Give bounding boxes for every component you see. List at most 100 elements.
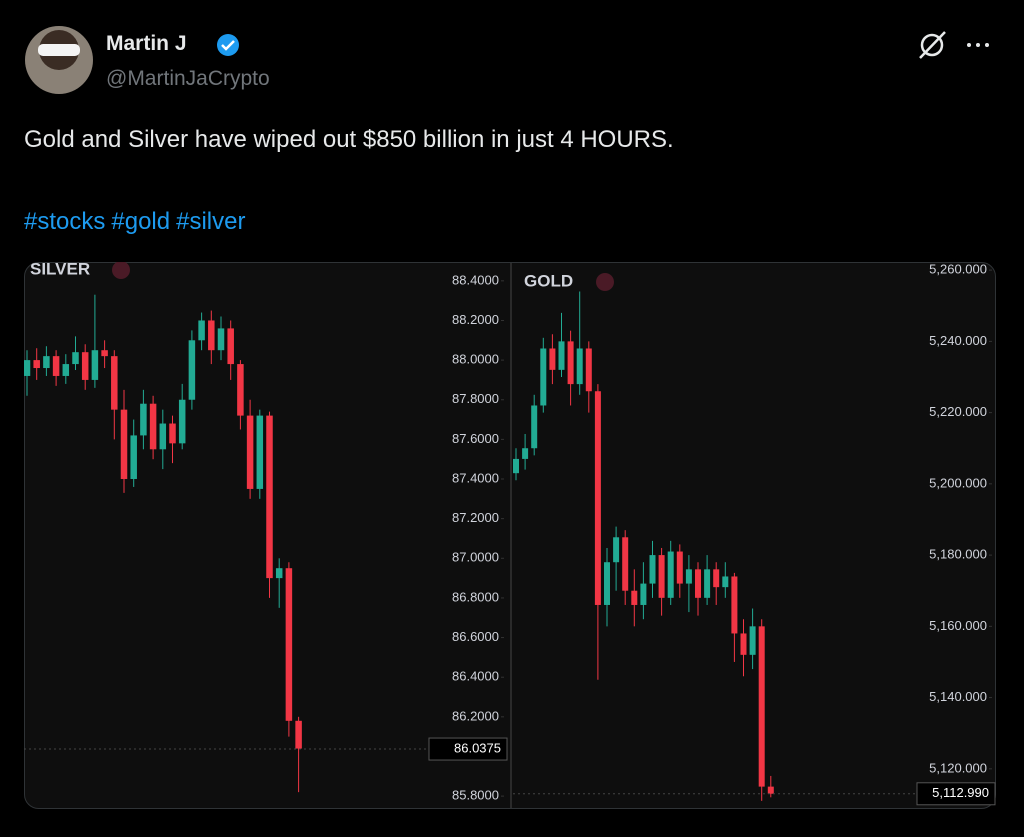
last-price-label: 5,112.990	[932, 785, 989, 800]
candle-body	[140, 403, 147, 436]
candle-body	[43, 356, 50, 369]
y-tick-label: 86.4000	[452, 669, 499, 684]
candle-body	[256, 415, 264, 489]
chart-image: SILVER 88.4000 88.2000 88.0000 87.8000 87.600…	[24, 262, 996, 809]
candle-body	[285, 568, 293, 721]
more-icon[interactable]	[967, 43, 989, 47]
chart-title: SILVER	[30, 262, 90, 278]
candle-body	[667, 551, 674, 598]
candle-body	[713, 569, 720, 588]
y-tick-label: 85.8000	[452, 788, 499, 803]
candle-body	[217, 328, 225, 351]
indicator-chip	[596, 273, 614, 291]
y-tick-label: 5,200.000	[929, 475, 987, 490]
candle-body	[149, 403, 157, 450]
candle-body	[227, 328, 234, 365]
candle-body	[130, 435, 137, 480]
candle-body	[649, 555, 656, 584]
y-tick-label: 88.2000	[452, 312, 499, 327]
y-tick-label: 87.8000	[452, 391, 499, 406]
candle-body	[676, 551, 683, 584]
avatar-glasses	[38, 44, 80, 56]
candle-body	[704, 569, 711, 598]
y-tick-label: 5,160.000	[929, 618, 987, 633]
candle-body	[731, 576, 738, 634]
display-name[interactable]: Martin J	[106, 32, 187, 55]
handle[interactable]: @MartinJaCrypto	[106, 67, 270, 90]
candle-body	[188, 340, 196, 400]
candle-body	[594, 391, 601, 605]
candle-body	[24, 360, 31, 376]
y-tick-label: 86.2000	[452, 708, 499, 723]
candle-body	[81, 352, 89, 380]
grok-icon[interactable]	[919, 31, 946, 59]
candle-body	[558, 341, 565, 370]
candle-body	[52, 356, 60, 376]
candle-body	[631, 590, 638, 605]
last-price-box	[916, 782, 996, 806]
candle-body	[91, 350, 99, 380]
candle-body	[178, 399, 186, 444]
candle-body	[549, 348, 556, 370]
y-tick-label: 86.8000	[452, 589, 499, 604]
candle-body	[758, 626, 765, 787]
candle-body	[531, 405, 538, 449]
candle-body	[159, 423, 167, 450]
candle-body	[275, 568, 283, 579]
y-tick-label: 87.2000	[452, 510, 499, 525]
candle-body	[101, 350, 108, 357]
candle-body	[722, 576, 729, 588]
candle-body	[767, 786, 774, 794]
candle-body	[33, 360, 40, 369]
candle-body	[585, 348, 592, 392]
y-tick-label: 87.4000	[452, 470, 499, 485]
y-tick-label: 5,120.000	[929, 760, 987, 775]
last-price-box	[428, 737, 508, 761]
candle-body	[120, 409, 128, 480]
candle-body	[540, 348, 547, 406]
candle-body	[72, 352, 79, 365]
candle-body	[622, 537, 629, 591]
candle-body	[567, 341, 574, 385]
indicator-chip	[112, 262, 130, 279]
candle-body	[198, 320, 205, 341]
candle-body	[613, 537, 620, 563]
y-tick-label: 87.6000	[452, 431, 499, 446]
verified-badge	[217, 34, 239, 56]
candle-body	[604, 562, 610, 605]
y-tick-label: 5,260.000	[929, 262, 987, 277]
candle-body	[640, 583, 647, 605]
y-tick-label: 88.0000	[452, 352, 499, 367]
chart-title: GOLD	[524, 271, 573, 290]
y-tick-label: 5,180.000	[929, 547, 987, 562]
candle-body	[266, 415, 273, 579]
candle-body	[576, 348, 583, 385]
candle-body	[208, 320, 215, 351]
candle-body	[169, 423, 176, 444]
candle-body	[522, 448, 529, 459]
y-tick-label: 86.6000	[452, 629, 499, 644]
hashtag[interactable]: #stocks	[24, 208, 106, 235]
y-tick-label: 5,240.000	[929, 333, 987, 348]
candle-body	[295, 720, 302, 749]
candle-body	[740, 633, 747, 655]
y-tick-label: 5,220.000	[929, 404, 987, 419]
candle-body	[658, 555, 665, 598]
candle-body	[749, 626, 756, 655]
y-tick-label: 87.0000	[452, 550, 499, 565]
candle-body	[111, 356, 118, 410]
candle-body	[62, 364, 70, 376]
y-tick-label: 5,140.000	[929, 689, 987, 704]
candle-body	[513, 458, 519, 474]
candle-body	[695, 569, 701, 598]
last-price-label: 86.0375	[454, 740, 501, 755]
y-tick-label: 88.4000	[452, 272, 499, 287]
hashtag[interactable]: #gold	[111, 208, 171, 235]
candle-body	[685, 569, 692, 584]
hashtag[interactable]: #silver	[176, 208, 246, 235]
hashtags: #stocks #gold #silver	[24, 208, 251, 236]
tweet-text: Gold and Silver have wiped out $850 bill…	[24, 126, 674, 153]
candle-body	[246, 415, 254, 489]
